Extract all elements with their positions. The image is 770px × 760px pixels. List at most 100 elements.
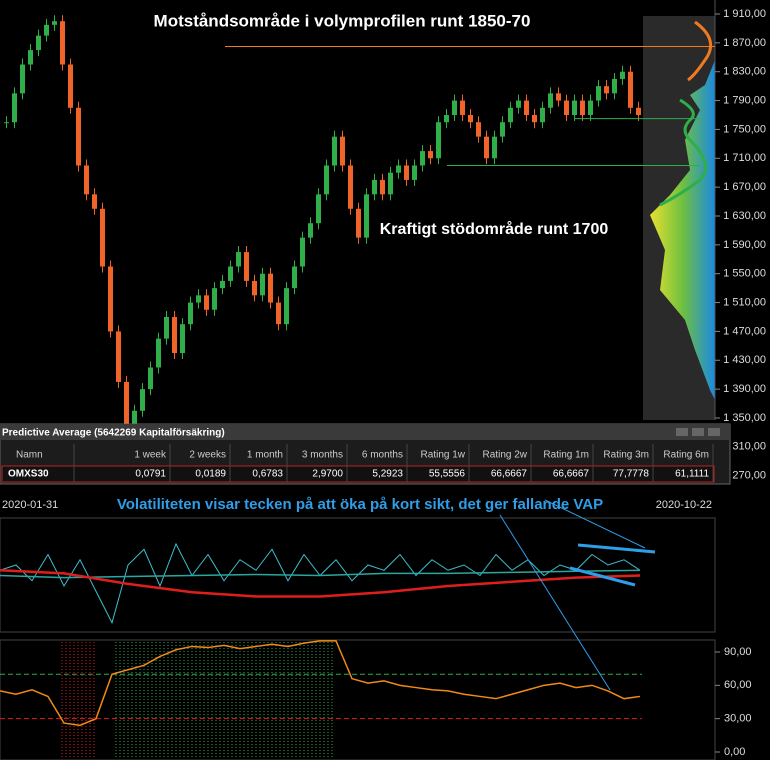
candle [60,21,65,65]
candle [44,24,49,36]
column-header: 6 months [362,450,403,461]
candle [332,136,337,166]
candle [252,280,257,296]
candle [300,237,305,267]
candle [148,367,153,390]
window-button[interactable] [708,428,720,436]
candle [236,252,241,267]
y-tick-label: 1 590,00 [723,239,766,251]
trend-line [569,566,636,587]
candle [452,100,457,115]
candle [364,194,369,238]
candle [20,64,25,94]
candle [260,273,265,296]
candle [308,223,313,238]
candle [500,122,505,137]
volume-profile [650,60,715,400]
candle [564,100,569,115]
oscillator-line [0,640,641,727]
y-tick-label: 60,00 [724,679,752,691]
candle [52,21,57,25]
candle [396,165,401,173]
candle [76,107,81,166]
y-tick-label: 1 790,00 [723,94,766,106]
table-row[interactable] [1,465,715,483]
y-tick-label: 1 910,00 [723,8,766,20]
candle [116,331,121,382]
table-cell: 0,0189 [195,469,226,480]
candle [412,165,417,180]
candle [12,93,17,123]
table-cell: 0,6783 [252,469,283,480]
y-tick-label: 30,00 [724,713,752,725]
table-titlebar [0,424,730,440]
candle [276,302,281,325]
pointer-line [499,514,611,691]
candle [380,179,385,195]
table-cell: 2,9700 [312,469,343,480]
table-title: Predictive Average (5642269 Kapitalförsä… [2,428,225,439]
y-tick-label: 1 830,00 [723,66,766,78]
volatility-line [0,569,641,598]
candle [516,100,521,108]
column-header: Rating 1w [421,450,466,461]
candle [84,165,89,195]
candle [524,100,529,115]
window-button[interactable] [676,428,688,436]
candle [180,324,185,354]
y-tick-label: 0,00 [724,746,745,758]
candle [316,194,321,224]
candle [476,122,481,137]
y-tick-label: 1 350,00 [723,412,766,424]
y-tick-label: 1 430,00 [723,354,766,366]
candle [244,252,249,281]
y-tick-label: 1 630,00 [723,210,766,222]
date-label: 2020-01-31 [2,499,58,511]
candle [140,389,145,411]
table-cell: 66,6667 [553,469,590,480]
candle [444,114,449,123]
candle [468,114,473,123]
table-cell: 77,7778 [613,469,650,480]
candle [628,71,633,108]
candle [484,136,489,159]
window-button[interactable] [692,428,704,436]
table-cell: 55,5556 [429,469,466,480]
annotation: Kraftigt stödområde runt 1700 [380,220,609,238]
volatility-line [0,569,641,579]
candle [540,107,545,123]
annotation: Volatiliteten visar tecken på att öka på… [117,496,603,513]
y-tick-label: 1 550,00 [723,268,766,280]
candle [428,151,433,159]
candle [604,86,609,94]
y-tick-label: 1 710,00 [723,152,766,164]
candle [204,295,209,310]
profile-curve [687,20,713,82]
y-tick-label: 1 750,00 [723,123,766,135]
candle [356,208,361,238]
candle [420,151,425,166]
y-tick-label: 1 390,00 [723,383,766,395]
candle [492,136,497,159]
candle [636,107,641,115]
y-tick-label: 1 470,00 [723,325,766,337]
candle [572,100,577,115]
y-tick-label: 270,00 [732,470,766,482]
candle [580,100,585,115]
candle [292,266,297,289]
candle [324,165,329,195]
trend-line [577,543,656,554]
candle [228,266,233,281]
candle [404,165,409,180]
table-cell: 0,0791 [135,469,166,480]
table-cell: 61,1111 [675,469,709,480]
candle [220,280,225,289]
column-header: 2 weeks [189,450,226,461]
candle [188,302,193,325]
candle [612,78,617,94]
y-tick-label: 1 510,00 [723,296,766,308]
candle [372,179,377,195]
candle [28,50,33,65]
column-header: Rating 6m [663,450,709,461]
